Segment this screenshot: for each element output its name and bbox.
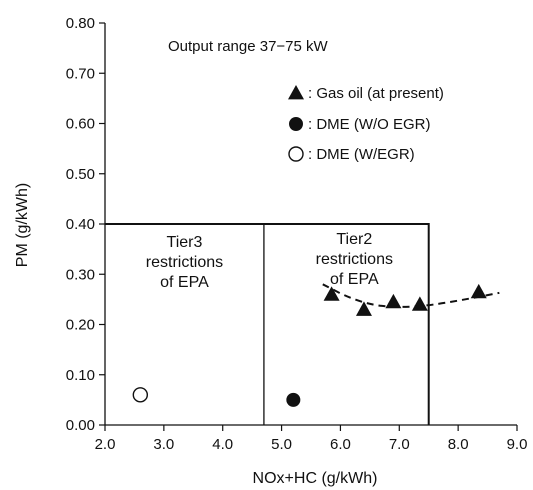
gas-oil-point bbox=[323, 286, 340, 301]
y-tick-label: 0.50 bbox=[66, 166, 95, 183]
data-points bbox=[132, 283, 487, 407]
region-tier2-label: restrictions bbox=[316, 251, 393, 268]
x-tick-label: 6.0 bbox=[330, 436, 351, 453]
x-tick-label: 4.0 bbox=[212, 436, 233, 453]
y-tick-label: 0.40 bbox=[66, 216, 95, 233]
region-tier3-label: Tier3 bbox=[167, 234, 203, 251]
legend-label: : Gas oil (at present) bbox=[308, 85, 444, 102]
dme-w-egr-point bbox=[132, 387, 149, 403]
x-tick-label: 3.0 bbox=[153, 436, 174, 453]
gas-oil-point bbox=[355, 301, 372, 316]
region-tier3-label: restrictions bbox=[146, 254, 223, 271]
x-tick-label: 5.0 bbox=[271, 436, 292, 453]
gas-oil-point bbox=[385, 293, 402, 309]
legend-filled-circle-icon bbox=[289, 117, 303, 131]
legend-label: : DME (W/EGR) bbox=[308, 146, 415, 163]
region-tier3-label: of EPA bbox=[160, 274, 209, 291]
y-tick-label: 0.60 bbox=[66, 116, 95, 133]
gas-oil-point bbox=[411, 296, 428, 311]
y-axis-title: PM (g/kWh) bbox=[14, 183, 31, 267]
gas-oil-point bbox=[470, 283, 487, 299]
dme-wo-egr-point bbox=[286, 392, 301, 407]
x-tick-label: 9.0 bbox=[507, 436, 528, 453]
x-tick-label: 7.0 bbox=[389, 436, 410, 453]
tier2-boundary bbox=[105, 223, 430, 425]
annotation-output-range: Output range 37−75 kW bbox=[168, 38, 329, 55]
tick-labels: 2.0 3.0 4.0 5.0 6.0 7.0 8.0 9.0 0.00 0.10 0.20 0.30… bbox=[66, 15, 528, 453]
legend-open-circle-icon bbox=[288, 146, 304, 162]
legend: : Gas oil (at present) : DME (W/O EGR) : D… bbox=[288, 85, 444, 163]
x-axis-title: NOx+HC (g/kWh) bbox=[253, 470, 378, 487]
x-tick-label: 8.0 bbox=[448, 436, 469, 453]
y-tick-label: 0.70 bbox=[66, 65, 95, 82]
legend-triangle-icon bbox=[288, 85, 304, 100]
region-tier2-label: of EPA bbox=[330, 271, 379, 288]
y-tick-label: 0.10 bbox=[66, 367, 95, 384]
y-tick-label: 0.00 bbox=[66, 417, 95, 434]
x-tick-label: 2.0 bbox=[95, 436, 116, 453]
y-tick-label: 0.30 bbox=[66, 266, 95, 283]
region-tier2-label: Tier2 bbox=[336, 231, 372, 248]
y-tick-label: 0.20 bbox=[66, 317, 95, 334]
y-tick-label: 0.80 bbox=[66, 15, 95, 32]
epa-regions: Tier3 restrictions of EPA Tier2 restrictions… bbox=[105, 223, 430, 425]
legend-label: : DME (W/O EGR) bbox=[308, 116, 431, 133]
